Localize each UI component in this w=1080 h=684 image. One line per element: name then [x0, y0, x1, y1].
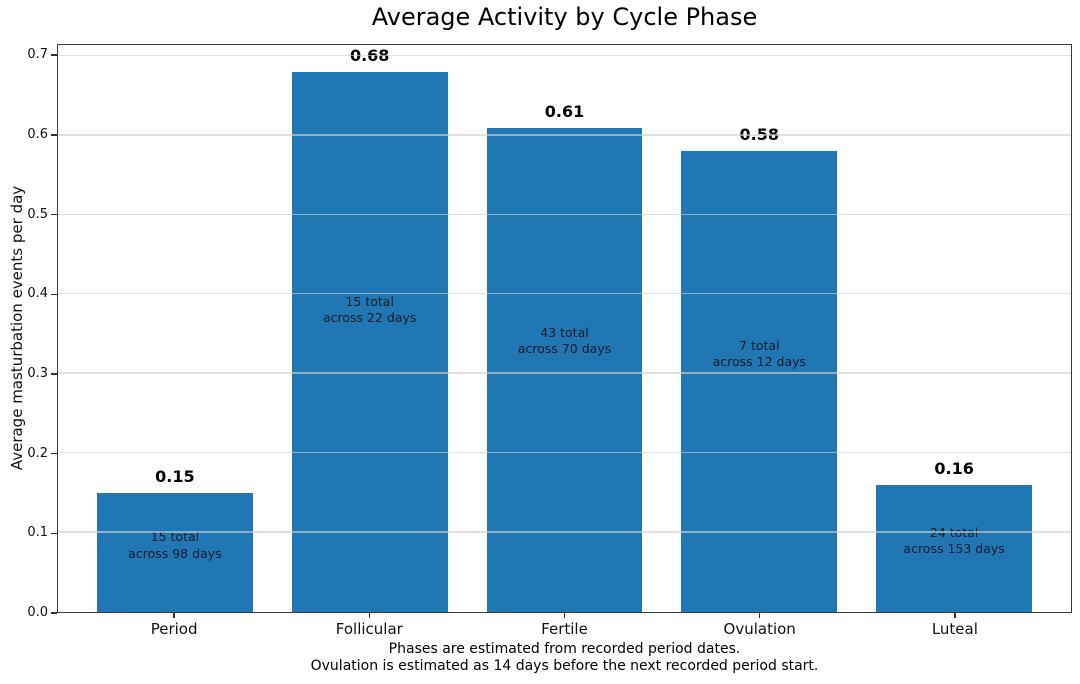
y-tick-mark	[51, 612, 57, 614]
bar-annotation-line: across 153 days	[903, 540, 1005, 556]
y-tick-label-0.0: 0.0	[27, 605, 48, 620]
bar-annotation-follicular: 15 total across 22 days	[272, 293, 468, 326]
bar-annotation-ovulation: 7 total across 12 days	[661, 338, 857, 371]
x-tick-mark	[954, 613, 956, 618]
bar-slot-ovulation: 7 total across 12 days 0.58	[681, 45, 838, 612]
y-tick-mark	[51, 532, 57, 535]
bar-annotation-fertile: 43 total across 70 days	[467, 324, 663, 357]
bar-period: 15 total across 98 days	[96, 492, 253, 612]
bar-slot-period: 15 total across 98 days 0.15	[96, 45, 253, 612]
x-tick-label-follicular: Follicular	[335, 620, 403, 638]
x-tick-mark	[563, 613, 566, 618]
bar-annotation-line: across 70 days	[517, 340, 612, 356]
bar-annotation-line: 15 total	[345, 293, 394, 309]
bar-annotation-line: 7 total	[739, 337, 780, 353]
x-axis-footnote-line-1: Phases are estimated from recorded perio…	[388, 641, 741, 657]
bar-annotation-line: 15 total	[150, 529, 200, 545]
bar-annotation-line: across 22 days	[322, 309, 417, 325]
y-tick-mark	[51, 293, 57, 296]
y-axis-label: Average masturbation events per day	[8, 185, 26, 471]
bar-annotation-line: across 98 days	[128, 545, 222, 561]
bar-slot-fertile: 43 total across 70 days 0.61	[486, 45, 643, 612]
bar-value-label-luteal: 0.16	[934, 458, 974, 478]
y-tick-label-0.6: 0.6	[27, 126, 48, 142]
bar-ovulation: 7 total across 12 days	[681, 151, 838, 612]
bar-follicular: 15 total across 22 days	[291, 72, 448, 612]
plot-area: 15 total across 98 days 0.15 15 total across…	[57, 44, 1072, 613]
y-tick-label-0.5: 0.5	[27, 206, 48, 222]
x-tick-label-ovulation: Ovulation	[723, 620, 796, 638]
y-tick-label-0.7: 0.7	[27, 47, 48, 63]
x-tick-mark	[173, 613, 175, 618]
bar-value-label-follicular: 0.68	[349, 46, 390, 65]
x-tick-label-fertile: Fertile	[541, 620, 588, 638]
bar-value-label-fertile: 0.61	[544, 101, 585, 121]
y-tick-mark	[51, 54, 57, 56]
bar-annotation-line: 24 total	[929, 524, 979, 540]
bar-annotation-period: 15 total across 98 days	[77, 529, 273, 562]
bar-annotation-luteal: 24 total across 153 days	[856, 525, 1052, 558]
chart-title: Average Activity by Cycle Phase	[371, 3, 758, 31]
y-tick-mark	[51, 452, 57, 455]
x-axis-footnote-line-2: Ovulation is estimated as 14 days before…	[310, 657, 819, 674]
bar-slot-follicular: 15 total across 22 days 0.68	[291, 45, 448, 612]
bar-fertile: 43 total across 70 days	[486, 127, 643, 612]
bar-value-label-ovulation: 0.58	[739, 125, 780, 145]
x-tick-mark	[758, 613, 761, 618]
x-tick-mark	[368, 613, 371, 618]
x-tick-label-period: Period	[150, 620, 198, 638]
y-tick-label-0.2: 0.2	[27, 445, 48, 461]
y-tick-mark	[51, 134, 57, 136]
bar-value-label-period: 0.15	[155, 466, 195, 486]
y-tick-mark	[51, 213, 57, 216]
y-tick-mark	[51, 373, 57, 375]
bar-annotation-line: across 12 days	[712, 354, 807, 370]
x-axis-footnote: Phases are estimated from recorded perio…	[57, 641, 1072, 675]
y-tick-label-0.3: 0.3	[27, 365, 48, 381]
x-tick-label-luteal: Luteal	[931, 620, 978, 638]
bar-annotation-line: 43 total	[540, 324, 589, 340]
bar-luteal: 24 total across 153 days	[876, 484, 1033, 612]
bar-slot-luteal: 24 total across 153 days 0.16	[876, 45, 1033, 612]
y-tick-label-0.1: 0.1	[27, 525, 48, 541]
y-tick-label-0.4: 0.4	[27, 286, 48, 302]
